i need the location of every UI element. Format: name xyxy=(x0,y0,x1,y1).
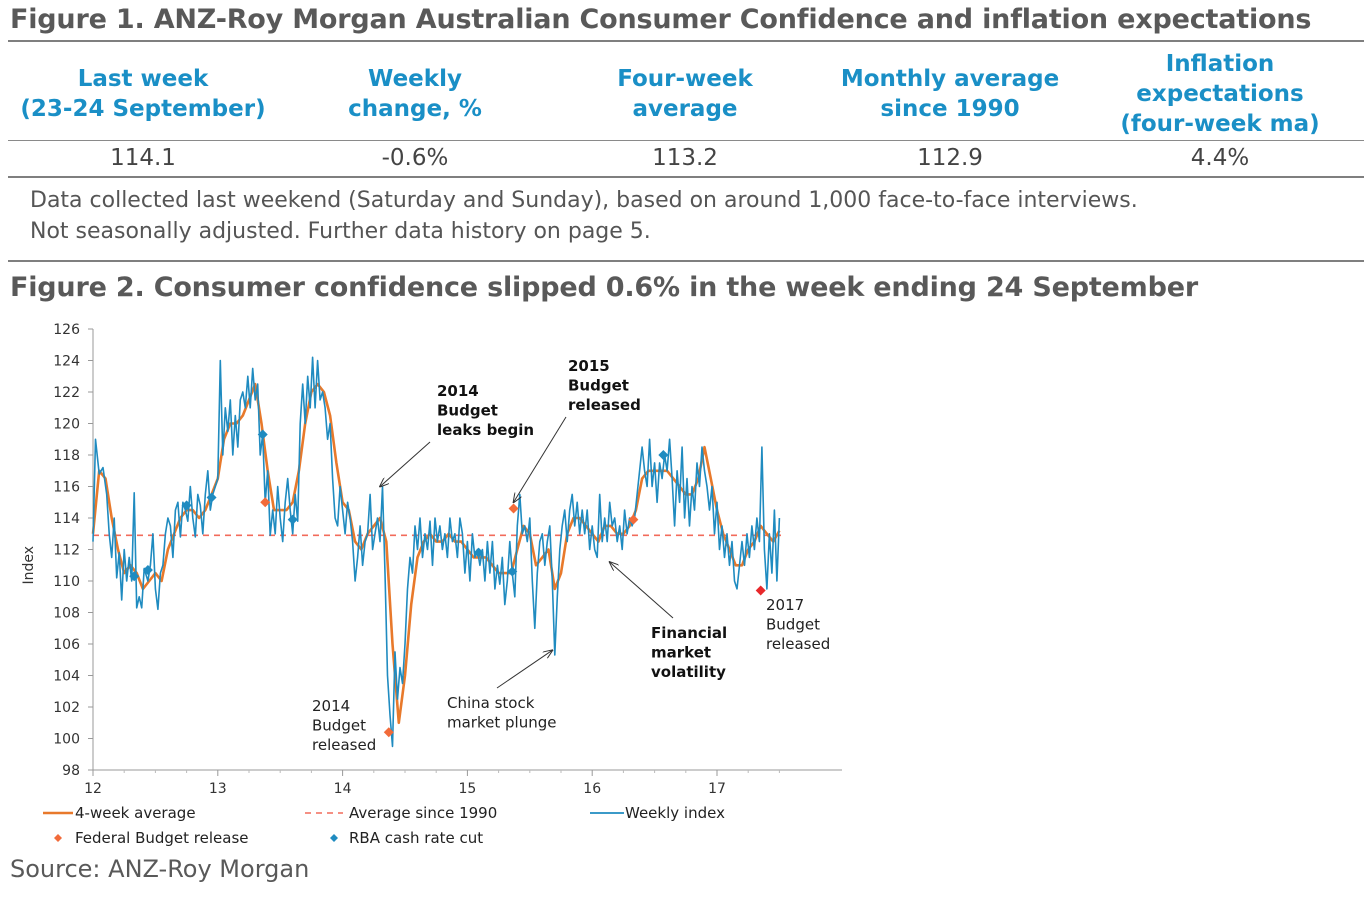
annotation-text: volatility xyxy=(651,663,726,681)
annotation-text: Budget xyxy=(437,402,498,420)
x-tick-label: 12 xyxy=(84,781,102,797)
annotation-text: Financial xyxy=(651,624,727,642)
rba-cash-rate-cut-marker xyxy=(287,514,298,525)
annotation-text: Budget xyxy=(766,616,820,634)
y-tick-label: 106 xyxy=(53,637,80,653)
value-last-week: 114.1 xyxy=(110,145,176,171)
annotation-text: 2014 xyxy=(437,382,479,400)
legend-swatch-rba xyxy=(330,834,338,842)
annotation-text: China stock xyxy=(447,694,535,712)
rba-cash-rate-cut-marker xyxy=(658,450,669,460)
x-tick-label: 16 xyxy=(583,781,601,797)
annotation-text: market xyxy=(651,644,711,662)
annotation-arrow xyxy=(496,650,552,689)
y-tick-label: 102 xyxy=(53,700,80,716)
rba-cash-rate-cut-marker xyxy=(473,547,484,558)
annotation-text: Budget xyxy=(312,717,366,735)
y-tick-label: 122 xyxy=(53,385,80,401)
y-tick-label: 116 xyxy=(53,480,80,496)
y-tick-label: 104 xyxy=(53,669,80,685)
rba-cash-rate-cut-marker xyxy=(181,500,192,511)
annotation-text: released xyxy=(766,635,830,653)
y-tick-label: 110 xyxy=(53,574,80,590)
y-tick-label: 120 xyxy=(53,417,80,433)
annotation-text: 2014 xyxy=(312,697,350,715)
col-header-weekly-change: Weekly change, % xyxy=(320,48,510,140)
figure1-title: Figure 1. ANZ-Roy Morgan Australian Cons… xyxy=(10,4,1312,35)
col-header-text: Weekly change, % xyxy=(348,66,482,122)
value-monthly-average: 112.9 xyxy=(917,145,983,171)
annotation-arrow xyxy=(610,562,674,619)
col-header-inflation: Inflation expectations (four-week ma) xyxy=(1100,48,1340,140)
legend-swatch-budget xyxy=(54,834,62,842)
x-tick-label: 15 xyxy=(458,781,476,797)
figure1-top-rule xyxy=(8,40,1364,42)
annotation-text: leaks begin xyxy=(437,421,534,439)
annotation-china: China stock market plunge xyxy=(447,650,556,732)
federal-budget-release-marker xyxy=(755,585,766,596)
col-header-text: Monthly average since 1990 xyxy=(840,66,1060,122)
annotation-text: released xyxy=(568,396,641,414)
annotation-arrow xyxy=(380,441,431,487)
federal-budget-release-marker xyxy=(508,503,519,514)
value-weekly-change: -0.6% xyxy=(381,145,449,171)
col-header-last-week: Last week (23-24 September) xyxy=(8,48,278,140)
y-tick-label: 118 xyxy=(53,448,80,464)
col-header-four-week: Four-week average xyxy=(580,48,790,140)
value-four-week: 113.2 xyxy=(652,145,718,171)
y-tick-label: 108 xyxy=(53,606,80,622)
annotation-text: Budget xyxy=(568,377,629,395)
y-tick-label: 98 xyxy=(62,763,80,779)
annotation-text: released xyxy=(312,736,376,754)
figure2-title: Figure 2. Consumer confidence slipped 0.… xyxy=(10,272,1198,303)
legend-label-rba: RBA cash rate cut xyxy=(349,829,483,847)
y-axis-label: Index xyxy=(21,546,37,585)
note-line-2: Not seasonally adjusted. Further data hi… xyxy=(30,219,651,244)
annotation-arrow xyxy=(514,416,567,502)
y-tick-label: 124 xyxy=(53,354,80,370)
value-inflation: 4.4% xyxy=(1190,145,1250,171)
rba-cash-rate-cut-marker xyxy=(507,566,518,577)
rba-cash-rate-cut-marker xyxy=(206,492,217,503)
federal-budget-release-marker xyxy=(260,497,271,508)
legend-label-four-week: 4-week average xyxy=(75,804,196,822)
legend-label-budget: Federal Budget release xyxy=(75,829,249,847)
federal-budget-release-marker xyxy=(383,727,394,738)
note-line-1: Data collected last weekend (Saturday an… xyxy=(30,188,1138,213)
col-header-text: Four-week average xyxy=(617,66,753,122)
source-note: Source: ANZ-Roy Morgan xyxy=(10,855,310,883)
x-tick-label: 14 xyxy=(334,781,352,797)
x-tick-label: 13 xyxy=(209,781,227,797)
col-header-text: Inflation expectations (four-week ma) xyxy=(1120,51,1320,137)
legend-label-weekly: Weekly index xyxy=(625,804,725,822)
x-tick-label: 17 xyxy=(708,781,726,797)
rba-cash-rate-cut-marker xyxy=(257,429,268,440)
figure2-top-rule xyxy=(8,260,1364,262)
federal-budget-release-marker xyxy=(628,514,639,525)
col-header-monthly-average: Monthly average since 1990 xyxy=(820,48,1080,140)
legend-label-average: Average since 1990 xyxy=(349,804,497,822)
annotation-text: 2015 xyxy=(568,357,610,375)
rba-cash-rate-cut-marker xyxy=(142,564,153,575)
y-tick-label: 114 xyxy=(53,511,80,527)
y-tick-label: 112 xyxy=(53,543,80,559)
y-tick-label: 100 xyxy=(53,732,80,748)
annotation-text: 2017 xyxy=(766,596,804,614)
header-divider xyxy=(8,140,1364,141)
annotation-text: market plunge xyxy=(447,714,556,732)
four-week-average-line xyxy=(91,382,781,725)
y-tick-label: 126 xyxy=(53,322,80,338)
rba-cash-rate-cut-marker xyxy=(129,571,140,582)
table-bottom-rule xyxy=(8,176,1364,178)
col-header-text: Last week (23-24 September) xyxy=(20,66,266,122)
